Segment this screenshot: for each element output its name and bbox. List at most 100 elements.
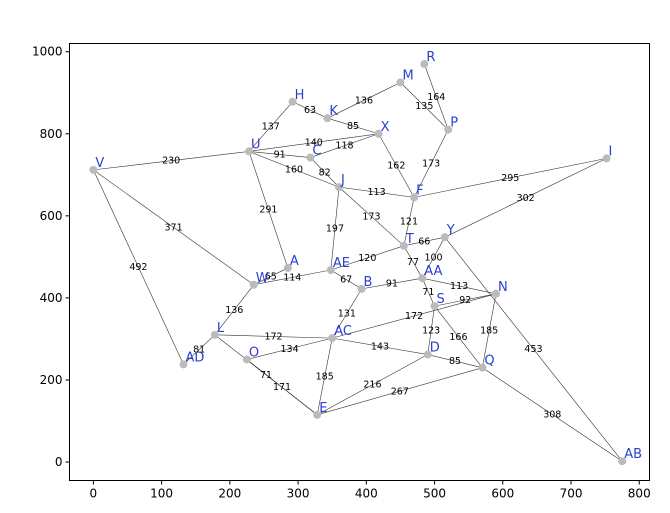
edge-H-U	[248, 101, 293, 152]
edge-Y-AA	[422, 237, 446, 279]
edge-weight-Y-AB: 453	[524, 344, 542, 355]
node-label-M: M	[402, 68, 413, 83]
edge-weight-AE-B: 67	[340, 274, 352, 285]
edge-labels: 164 136 135 63 137 85 140 118 162 173 230 91 160 82 11…	[129, 92, 561, 421]
node-label-H: H	[295, 88, 305, 103]
edge-AC-D	[332, 337, 428, 355]
node-I	[602, 154, 611, 163]
node-D	[423, 350, 432, 359]
y-tick-label: 1000	[32, 45, 63, 59]
edge-Y-AB	[444, 236, 623, 462]
edge-weight-AA-N: 113	[450, 281, 468, 292]
edge-V-W	[93, 169, 254, 286]
edge-AE-T	[330, 245, 404, 271]
node-label-AA: AA	[424, 264, 442, 279]
edge-K-X	[327, 117, 379, 135]
edge-F-T	[403, 197, 415, 246]
node-AD	[179, 360, 188, 369]
edge-AC-N	[332, 293, 497, 339]
edge-V-U	[93, 151, 249, 171]
edge-L-AD	[183, 334, 216, 365]
node-label-N: N	[498, 280, 508, 295]
y-tick-label: 0	[55, 455, 63, 469]
y-tick-label: 600	[40, 209, 63, 223]
edge-weight-J-F: 113	[367, 187, 385, 198]
edge-weight-V-U: 230	[162, 156, 180, 167]
edge-weight-S-D: 123	[422, 325, 440, 336]
edge-weight-X-F: 162	[387, 161, 405, 172]
edge-U-A	[248, 151, 289, 269]
x-tick-label: 400	[355, 487, 378, 501]
edge-weight-H-K: 63	[304, 105, 316, 116]
edge-weight-S-Q: 166	[449, 332, 467, 343]
edge-weight-AC-N: 172	[405, 311, 423, 322]
edge-T-AA	[403, 245, 423, 279]
edge-weight-C-J: 82	[319, 167, 331, 178]
node-S	[430, 302, 439, 311]
edge-W-AE	[253, 269, 331, 286]
edge-weight-V-W: 371	[164, 222, 182, 233]
node-O	[242, 355, 251, 364]
edge-E-D	[317, 354, 428, 416]
edge-weight-A-W: 65	[265, 271, 277, 282]
node-L	[210, 330, 219, 339]
edge-weight-S-N: 92	[459, 295, 471, 306]
edge-weight-O-AC: 134	[280, 344, 298, 355]
edge-weight-N-Q: 185	[480, 326, 498, 337]
node-label-I: I	[609, 144, 613, 159]
x-tick-label: 300	[287, 487, 310, 501]
edge-J-AE	[330, 187, 340, 271]
node-F	[410, 193, 419, 202]
node-label-AD: AD	[185, 350, 204, 365]
edge-M-K	[327, 82, 401, 119]
edge-S-N	[434, 293, 497, 307]
node-R	[420, 60, 429, 69]
node-T	[399, 241, 408, 250]
node-AA	[418, 274, 427, 283]
edge-weight-M-P: 135	[415, 101, 433, 112]
edge-weight-L-AC: 172	[264, 331, 282, 342]
edge-weight-H-U: 137	[262, 122, 280, 133]
edge-weight-V-AD: 492	[129, 262, 147, 273]
node-labels: RM P H K X U C I V J F Y T A AE AA W B N S L AC O D Q AD E AB	[95, 50, 642, 462]
node-E	[313, 410, 322, 419]
edge-AE-B	[330, 269, 362, 290]
edge-L-AC	[214, 334, 333, 339]
edge-AA-S	[422, 278, 435, 307]
y-tick-label: 400	[40, 291, 63, 305]
edge-U-X	[248, 133, 379, 152]
edge-weight-O-E: 171	[273, 382, 291, 393]
x-tick-label: 600	[491, 487, 514, 501]
edge-weight-AC-D: 143	[371, 341, 389, 352]
edge-O-AC	[246, 337, 333, 360]
edge-A-W	[253, 267, 288, 286]
edge-weight-T-Y: 66	[418, 236, 430, 247]
x-tick-label: 200	[218, 487, 241, 501]
node-AB	[618, 457, 627, 466]
edge-AC-E	[316, 338, 333, 415]
edge-weight-P-F: 173	[422, 159, 440, 170]
node-label-L: L	[217, 321, 225, 336]
x-tick-label: 100	[150, 487, 173, 501]
node-H	[288, 97, 297, 106]
edge-weight-Q-AB: 308	[543, 409, 561, 420]
edge-weight-L-AD: 81	[193, 345, 205, 356]
edge-weight-K-X: 85	[347, 121, 359, 132]
edge-weight-M-K: 136	[355, 95, 373, 106]
edge-D-Q	[427, 354, 483, 368]
node-label-B: B	[364, 275, 373, 290]
node-U	[244, 147, 253, 156]
node-label-O: O	[249, 345, 259, 360]
edge-weight-W-AE: 114	[283, 272, 301, 283]
edge-Q-AB	[482, 367, 623, 462]
node-Y	[440, 233, 449, 242]
node-label-U: U	[251, 137, 261, 152]
edge-J-F	[338, 186, 415, 198]
node-X	[374, 129, 383, 138]
node-AE	[326, 266, 335, 275]
edge-weight-E-D: 216	[363, 380, 381, 391]
edge-weight-U-J: 160	[285, 164, 303, 175]
node-label-AC: AC	[334, 324, 352, 339]
edge-X-F	[378, 133, 415, 198]
